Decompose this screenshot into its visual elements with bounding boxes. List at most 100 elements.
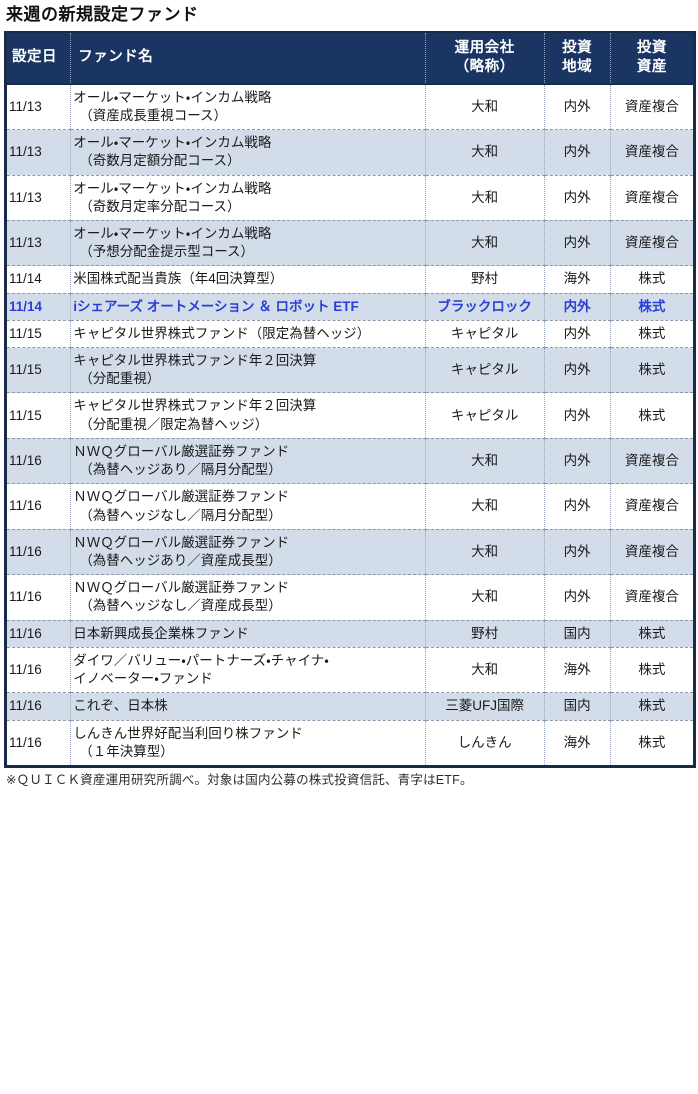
fund-name-line1: キャピタル世界株式ファンド年２回決算 xyxy=(73,398,317,414)
fund-name-line2: （為替ヘッジあり／隔月分配型） xyxy=(79,462,282,478)
cell-investment-region: 海外 xyxy=(544,265,611,294)
table-row: 11/16 ＮＷＱグローバル厳選証券ファンド （為替ヘッジあり／隔月分配型） 大和 内外… xyxy=(5,438,695,485)
cell-setting-date: 11/14 xyxy=(5,293,72,321)
column-header-asset: 投資 資産 xyxy=(610,32,695,85)
cell-investment-asset: 資産複合 xyxy=(610,175,695,221)
cell-management-company: 大和 xyxy=(425,220,545,267)
cell-setting-date: 11/14 xyxy=(5,265,72,294)
fund-name-line2: （為替ヘッジなし／資産成長型） xyxy=(79,598,282,614)
cell-management-company: 三菱UFJ国際 xyxy=(425,692,545,721)
cell-investment-region: 内外 xyxy=(544,347,611,394)
cell-setting-date: 11/16 xyxy=(5,620,72,648)
cell-management-company: 大和 xyxy=(425,483,545,530)
cell-setting-date: 11/16 xyxy=(5,692,72,721)
cell-investment-asset: 株式 xyxy=(610,720,695,767)
table-row: 11/15 キャピタル世界株式ファンド（限定為替ヘッジ） キャピタル 内外 株式 xyxy=(5,320,695,349)
cell-setting-date: 11/16 xyxy=(5,438,72,485)
fund-name-line1: オール・マーケット・インカム戦略 xyxy=(73,225,272,241)
table-row: 11/13 オール・マーケット・インカム戦略 （資産成長重視コース） 大和 内外 資産複合 xyxy=(5,83,695,131)
fund-name-line2: （予想分配金提示型コース） xyxy=(79,244,255,260)
table-row: 11/15 キャピタル世界株式ファンド年２回決算 （分配重視／限定為替ヘッジ） キャピ… xyxy=(5,392,695,439)
cell-setting-date: 11/15 xyxy=(5,320,72,349)
fund-name-line2: （分配重視） xyxy=(79,371,161,387)
cell-investment-asset: 資産複合 xyxy=(610,574,695,621)
cell-fund-name: 米国株式配当貴族（年4回決算型） xyxy=(70,265,426,294)
cell-investment-region: 国内 xyxy=(544,620,611,648)
column-header-asset-line1: 投資 xyxy=(636,40,667,57)
cell-investment-region: 内外 xyxy=(544,220,611,267)
cell-management-company: 大和 xyxy=(425,529,545,576)
cell-investment-asset: 株式 xyxy=(610,347,695,394)
cell-setting-date: 11/16 xyxy=(5,574,72,621)
cell-investment-region: 内外 xyxy=(544,483,611,530)
column-header-fund-name: ファンド名 xyxy=(70,32,426,85)
fund-name-line1: これぞ、日本株 xyxy=(73,698,168,714)
fund-name-line1: ダイワ／バリュー・パートナーズ・チャイナ・ xyxy=(73,652,329,668)
cell-fund-name: ＮＷＱグローバル厳選証券ファンド （為替ヘッジなし／資産成長型） xyxy=(70,574,426,621)
fund-name-line2: （為替ヘッジなし／隔月分配型） xyxy=(79,507,282,523)
fund-name-line2: （資産成長重視コース） xyxy=(79,107,228,123)
fund-name-line1: オール・マーケット・インカム戦略 xyxy=(73,89,272,105)
table-row: 11/16 ＮＷＱグローバル厳選証券ファンド （為替ヘッジあり／資産成長型） 大和 内外… xyxy=(5,529,695,576)
column-header-asset-line2: 資産 xyxy=(636,58,667,75)
cell-setting-date: 11/16 xyxy=(5,720,72,767)
cell-fund-name: オール・マーケット・インカム戦略 （奇数月定率分配コース） xyxy=(70,175,426,221)
cell-fund-name: 日本新興成長企業株ファンド xyxy=(70,620,426,648)
fund-name-line2: （１年決算型） xyxy=(79,743,174,759)
cell-fund-name: オール・マーケット・インカム戦略 （予想分配金提示型コース） xyxy=(70,220,426,267)
cell-management-company: 野村 xyxy=(425,265,545,294)
fund-name-line2: イノベーター・ファンド xyxy=(73,671,213,687)
cell-investment-region: 内外 xyxy=(544,83,611,131)
cell-investment-asset: 資産複合 xyxy=(610,83,695,131)
cell-setting-date: 11/13 xyxy=(5,129,72,176)
cell-management-company: 大和 xyxy=(425,574,545,621)
fund-name-line2: （奇数月定額分配コース） xyxy=(79,153,241,169)
table-row: 11/16 これぞ、日本株 三菱UFJ国際 国内 株式 xyxy=(5,692,695,721)
cell-investment-region: 内外 xyxy=(544,320,611,349)
cell-investment-region: 海外 xyxy=(544,647,611,694)
cell-fund-name: オール・マーケット・インカム戦略 （奇数月定額分配コース） xyxy=(70,129,426,176)
cell-setting-date: 11/13 xyxy=(5,83,72,131)
column-header-region-line1: 投資 xyxy=(562,40,593,57)
cell-investment-region: 内外 xyxy=(544,438,611,485)
fund-name-line1: オール・マーケット・インカム戦略 xyxy=(73,135,272,151)
cell-management-company: キャピタル xyxy=(425,320,545,349)
fund-name-line1: オール・マーケット・インカム戦略 xyxy=(73,180,272,196)
fund-name-line1: iシェアーズ オートメーション ＆ ロボット ETF xyxy=(73,298,359,314)
cell-fund-name: これぞ、日本株 xyxy=(70,692,426,721)
table-body: 11/13 オール・マーケット・インカム戦略 （資産成長重視コース） 大和 内外 資産複合… xyxy=(5,83,695,767)
cell-investment-asset: 資産複合 xyxy=(610,483,695,530)
table-row: 11/16 ＮＷＱグローバル厳選証券ファンド （為替ヘッジなし／資産成長型） 大和 内外… xyxy=(5,574,695,621)
cell-management-company: 大和 xyxy=(425,83,545,131)
fund-name-line1: しんきん世界好配当利回り株ファンド xyxy=(73,725,303,741)
column-header-company: 運用会社 （略称） xyxy=(425,32,545,85)
column-header-region: 投資 地域 xyxy=(544,32,611,85)
column-header-region-line2: 地域 xyxy=(562,58,593,75)
cell-investment-asset: 資産複合 xyxy=(610,129,695,176)
cell-investment-region: 内外 xyxy=(544,129,611,176)
fund-name-line1: ＮＷＱグローバル厳選証券ファンド xyxy=(73,443,290,459)
cell-fund-name: キャピタル世界株式ファンド（限定為替ヘッジ） xyxy=(70,320,426,349)
cell-investment-region: 内外 xyxy=(544,293,611,321)
cell-fund-name: ＮＷＱグローバル厳選証券ファンド （為替ヘッジあり／資産成長型） xyxy=(70,529,426,576)
cell-investment-asset: 株式 xyxy=(610,392,695,439)
fund-name-line1: 日本新興成長企業株ファンド xyxy=(73,625,249,641)
cell-setting-date: 11/15 xyxy=(5,392,72,439)
cell-investment-region: 内外 xyxy=(544,175,611,221)
fund-name-line2: （分配重視／限定為替ヘッジ） xyxy=(79,416,269,432)
cell-setting-date: 11/13 xyxy=(5,220,72,267)
cell-investment-region: 国内 xyxy=(544,692,611,721)
cell-setting-date: 11/13 xyxy=(5,175,72,221)
cell-management-company: キャピタル xyxy=(425,347,545,394)
cell-investment-region: 内外 xyxy=(544,574,611,621)
cell-management-company: 大和 xyxy=(425,438,545,485)
column-header-date: 設定日 xyxy=(5,32,72,85)
table-header-row: 設定日 ファンド名 運用会社 （略称） 投資 地域 投資 資産 xyxy=(5,32,695,85)
cell-investment-asset: 株式 xyxy=(610,620,695,648)
cell-investment-asset: 資産複合 xyxy=(610,220,695,267)
cell-fund-name: しんきん世界好配当利回り株ファンド （１年決算型） xyxy=(70,720,426,767)
new-funds-table: 設定日 ファンド名 運用会社 （略称） 投資 地域 投資 資産 11/13 オール… xyxy=(4,31,696,768)
cell-management-company: キャピタル xyxy=(425,392,545,439)
cell-management-company: しんきん xyxy=(425,720,545,767)
